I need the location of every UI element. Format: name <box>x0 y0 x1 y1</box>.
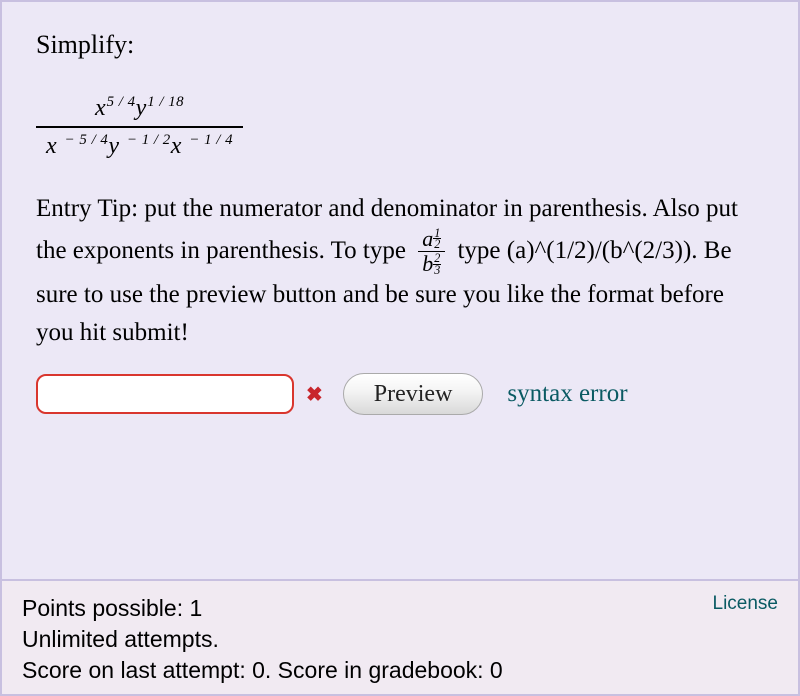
license-link[interactable]: License <box>713 593 779 615</box>
expression-numerator: x5 / 4y1 / 18 <box>36 92 243 124</box>
score-info: Score on last attempt: 0. Score in grade… <box>22 655 503 686</box>
answer-input[interactable] <box>36 374 294 414</box>
ex-num-base: a <box>422 226 433 251</box>
example-fraction: a12 b23 <box>418 228 445 277</box>
math-expression: x5 / 4y1 / 18 x − 5 / 4y − 1 / 2x − 1 / … <box>36 92 243 162</box>
attempts-info: Unlimited attempts. <box>22 624 503 655</box>
answer-row: ✖ Preview syntax error <box>36 373 764 415</box>
points-possible: Points possible: 1 <box>22 593 503 624</box>
entry-tip: Entry Tip: put the numerator and denomin… <box>36 190 764 351</box>
footer-info: Points possible: 1 Unlimited attempts. S… <box>22 593 503 686</box>
ex-den-exp-bot: 3 <box>433 265 441 276</box>
error-icon: ✖ <box>306 382 323 407</box>
syntax-error-text: syntax error <box>507 380 627 408</box>
preview-button[interactable]: Preview <box>343 373 484 415</box>
question-container: Simplify: x5 / 4y1 / 18 x − 5 / 4y − 1 /… <box>0 0 800 696</box>
question-footer: Points possible: 1 Unlimited attempts. S… <box>2 579 798 694</box>
ex-num-exp-bot: 2 <box>433 239 441 250</box>
expression-denominator: x − 5 / 4y − 1 / 2x − 1 / 4 <box>36 130 243 162</box>
question-prompt: Simplify: <box>36 30 764 60</box>
question-area: Simplify: x5 / 4y1 / 18 x − 5 / 4y − 1 /… <box>2 2 798 435</box>
ex-den-base: b <box>422 251 433 276</box>
fraction-line <box>36 126 243 128</box>
